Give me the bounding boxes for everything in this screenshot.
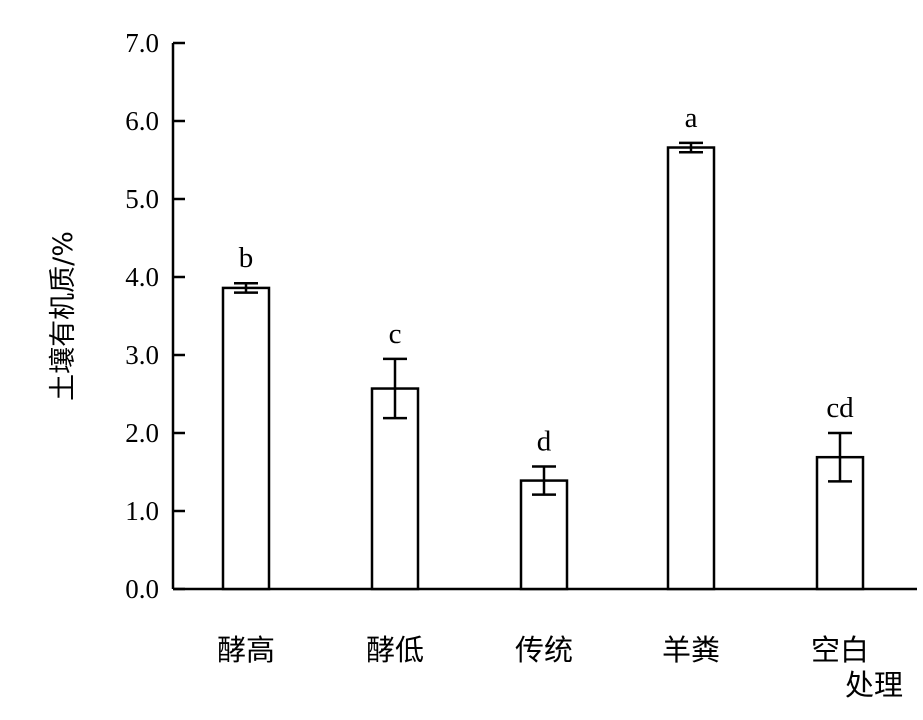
y-tick-label: 3.0 [125,340,159,370]
bar [666,146,716,591]
y-tick-label: 5.0 [125,184,159,214]
bar [519,479,569,591]
labels: 土壤有机质/% 处理 [48,231,903,702]
y-axis-label: 土壤有机质/% [48,231,79,401]
significance-letter: d [537,426,552,458]
significance-letter: cd [826,392,854,424]
bar [370,387,420,591]
x-category-label: 传统 [515,633,573,667]
x-category-label: 羊粪 [662,633,720,667]
x-axis: 酵高 酵低 传统 羊粪 空白 [173,587,917,667]
y-tick-label: 1.0 [125,496,159,526]
significance-letter: c [389,318,402,350]
y-tick-label: 6.0 [125,106,159,136]
y-tick-label: 7.0 [125,28,159,58]
significance-letter: a [685,102,698,134]
y-tick-label: 4.0 [125,262,159,292]
y-axis: 0.0 1.0 2.0 3.0 4.0 5.0 6.0 7.0 [125,28,185,604]
x-category-label: 空白 [811,633,869,667]
x-axis-label: 处理 [845,668,903,702]
y-tick-label: 0.0 [125,574,159,604]
y-tick-label: 2.0 [125,418,159,448]
x-category-label: 酵低 [366,633,424,667]
bar [221,286,271,591]
significance-letter: b [239,242,254,274]
x-category-label: 酵高 [217,633,275,667]
